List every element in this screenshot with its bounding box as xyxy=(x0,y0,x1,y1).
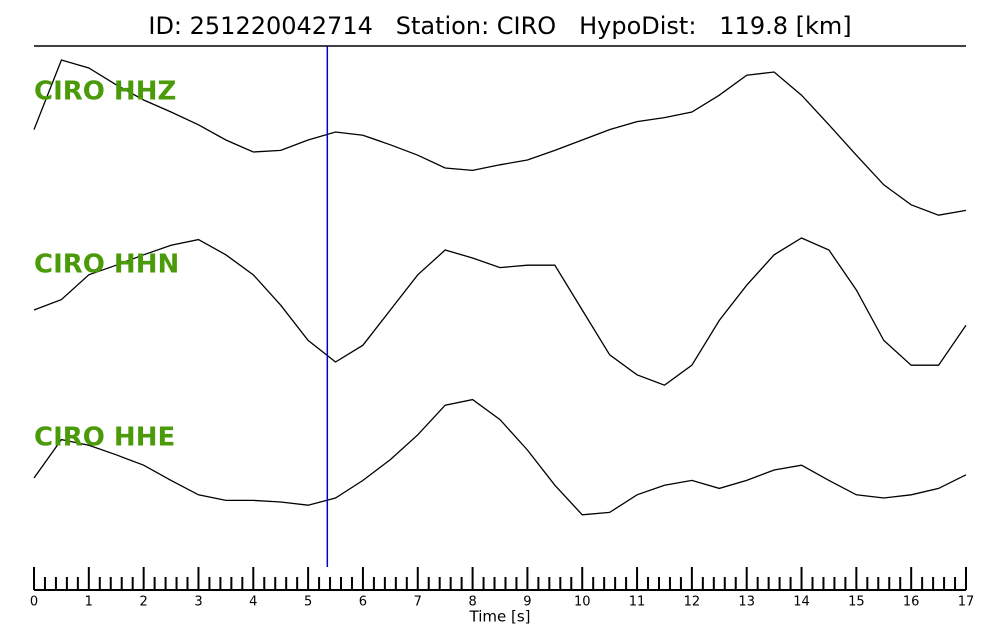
x-tick-label: 0 xyxy=(30,595,38,610)
x-tick-label: 3 xyxy=(194,595,202,610)
x-tick-label: 10 xyxy=(574,595,591,610)
trace-label: CIRO HHE xyxy=(34,423,175,453)
trace-label: CIRO HHN xyxy=(34,250,179,280)
x-tick-label: 8 xyxy=(468,595,476,610)
x-tick-label: 4 xyxy=(249,595,257,610)
x-tick-label: 5 xyxy=(304,595,312,610)
x-tick-label: 13 xyxy=(738,595,755,610)
x-tick-label: 16 xyxy=(903,595,920,610)
x-tick-label: 14 xyxy=(793,595,810,610)
x-tick-label: 15 xyxy=(848,595,865,610)
x-tick-label: 6 xyxy=(359,595,367,610)
x-tick-label: 2 xyxy=(140,595,148,610)
trace xyxy=(33,59,967,216)
trace xyxy=(33,398,967,516)
x-tick-label: 17 xyxy=(958,595,975,610)
trace-label: CIRO HHZ xyxy=(34,77,176,107)
trace xyxy=(33,237,967,386)
x-tick-label: 7 xyxy=(414,595,422,610)
x-tick-label: 12 xyxy=(684,595,701,610)
x-tick-label: 9 xyxy=(523,595,531,610)
x-tick-label: 11 xyxy=(629,595,646,610)
chart-title: ID: 251220042714 Station: CIRO HypoDist:… xyxy=(148,12,851,40)
x-tick-label: 1 xyxy=(85,595,93,610)
x-axis-label: Time [s] xyxy=(469,608,531,626)
